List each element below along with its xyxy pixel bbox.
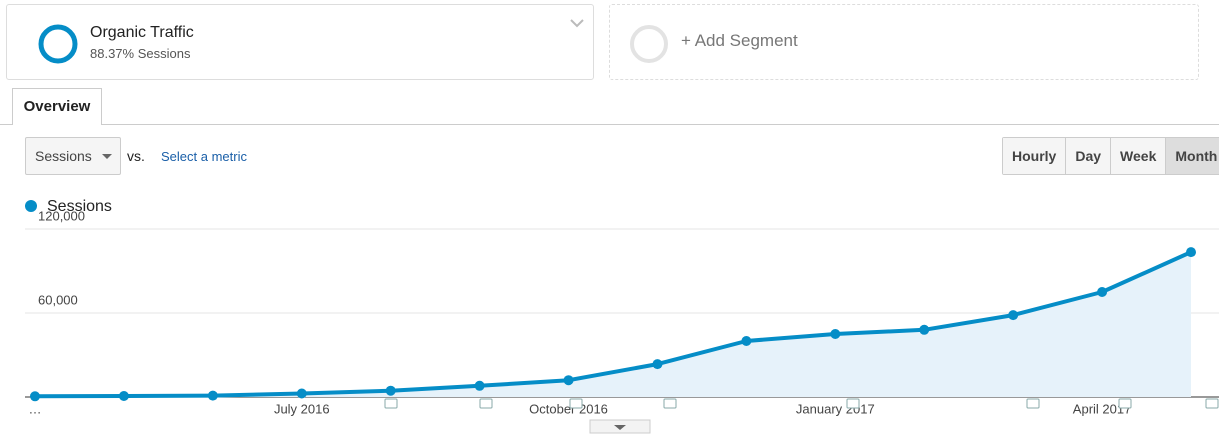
x-tick-label: July 2016 bbox=[274, 401, 330, 416]
segment-detail: 88.37% Sessions bbox=[90, 46, 191, 61]
point bbox=[652, 359, 663, 370]
point bbox=[563, 375, 574, 386]
point bbox=[474, 380, 485, 391]
annotation-icon bbox=[663, 398, 677, 409]
annotation-icon bbox=[1026, 398, 1040, 409]
annotation-icon bbox=[1205, 398, 1219, 409]
tab-rule bbox=[0, 124, 1219, 125]
metric-dropdown[interactable]: Sessions bbox=[25, 137, 121, 175]
annotation-icon bbox=[1118, 398, 1132, 409]
chevron bbox=[570, 19, 584, 28]
area bbox=[35, 252, 1191, 397]
point bbox=[1186, 247, 1196, 258]
point bbox=[919, 324, 930, 335]
select-metric-link[interactable]: Select a metric bbox=[161, 149, 247, 164]
annotation-icon bbox=[846, 398, 860, 409]
line bbox=[34, 250, 1192, 399]
x-tick-label: … bbox=[29, 401, 42, 416]
empty-ring bbox=[630, 25, 668, 63]
y-tick-label: 120,000 bbox=[38, 208, 85, 223]
chart: Sessions 60,000 120,000 … July 2016 October 2… bbox=[25, 198, 1219, 434]
add-segment[interactable]: + Add Segment bbox=[609, 4, 1199, 80]
point bbox=[296, 388, 307, 399]
point bbox=[830, 329, 841, 339]
legend-label: Sessions bbox=[47, 198, 112, 215]
legend-dot bbox=[25, 200, 37, 212]
segment-name: Organic Traffic bbox=[90, 24, 194, 41]
period-button[interactable]: Month bbox=[1165, 138, 1219, 174]
period-button[interactable]: Hourly bbox=[1003, 138, 1066, 174]
period-button[interactable]: Week bbox=[1110, 138, 1166, 174]
point bbox=[118, 391, 129, 402]
x-tick-label: October 2016 bbox=[529, 401, 608, 416]
annotation-icon bbox=[384, 398, 398, 409]
point bbox=[30, 391, 40, 402]
annotation-icon bbox=[569, 398, 583, 409]
segment-card[interactable]: Organic Traffic 88.37% Sessions bbox=[6, 4, 594, 80]
point bbox=[741, 336, 752, 346]
vs-label: vs. bbox=[127, 148, 145, 164]
point bbox=[385, 385, 396, 396]
scroll-caret bbox=[614, 425, 626, 430]
segment-ring bbox=[38, 24, 78, 64]
period-buttons: Hourly Day Week Month bbox=[1002, 137, 1219, 175]
point bbox=[207, 390, 218, 401]
add-segment-label: + Add Segment bbox=[681, 31, 798, 50]
caret bbox=[102, 154, 112, 159]
x-tick-label: April 2017 bbox=[1073, 401, 1132, 416]
y-tick-label: 60,000 bbox=[38, 292, 78, 307]
point bbox=[1097, 287, 1108, 297]
annotation-icon bbox=[479, 398, 493, 409]
point bbox=[1008, 310, 1019, 321]
x-tick-label: January 2017 bbox=[796, 401, 875, 416]
period-button[interactable]: Day bbox=[1065, 138, 1111, 174]
overview-tab[interactable]: Overview bbox=[12, 88, 102, 125]
metric-label: Sessions bbox=[35, 148, 92, 164]
